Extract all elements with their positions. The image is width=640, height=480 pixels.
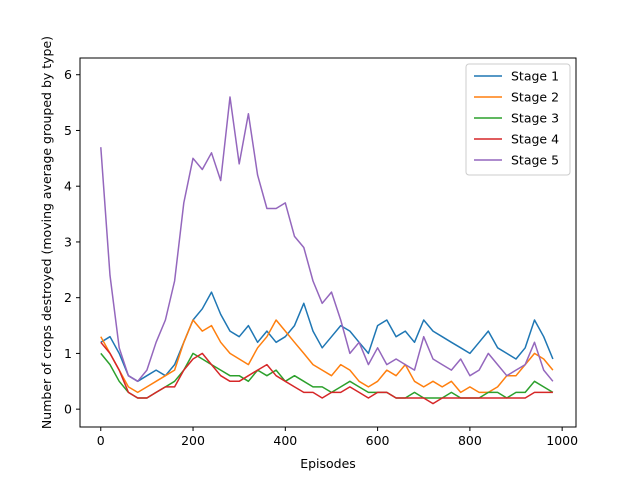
y-axis: 0 1 2 3 4 5 6 — [64, 67, 80, 417]
y-tick-label: 1 — [64, 346, 72, 361]
y-tick-label: 4 — [64, 179, 72, 194]
series-line-stage-4 — [100, 341, 553, 405]
x-tick-label: 400 — [273, 433, 297, 448]
x-axis: 0 200 400 600 800 1000 — [97, 427, 578, 448]
y-axis-label: Number of crops destroyed (moving averag… — [39, 36, 54, 429]
y-tick-label: 5 — [64, 123, 72, 138]
legend-label: Stage 1 — [511, 69, 559, 84]
y-tick-label: 0 — [64, 402, 72, 417]
plot-frame — [79, 57, 577, 428]
legend-label: Stage 4 — [511, 132, 559, 147]
legend-label: Stage 3 — [511, 111, 559, 126]
series-line-stage-5 — [100, 96, 554, 383]
x-tick-label: 1000 — [546, 433, 578, 448]
x-axis-label: Episodes — [300, 456, 356, 471]
legend-label: Stage 5 — [511, 153, 559, 168]
series-line-stage-1 — [100, 291, 554, 383]
x-tick-label: 600 — [366, 433, 390, 448]
series-line-stage-2 — [100, 319, 554, 394]
legend: Stage 1 Stage 2 Stage 3 Stage 4 Stage 5 — [465, 63, 571, 176]
y-tick-label: 2 — [64, 290, 72, 305]
legend-label: Stage 2 — [511, 90, 559, 105]
legend-box — [465, 63, 571, 176]
x-tick-label: 0 — [97, 433, 105, 448]
y-tick-label: 6 — [64, 67, 72, 82]
x-tick-label: 200 — [181, 433, 205, 448]
x-tick-label: 800 — [458, 433, 482, 448]
plot-lines — [100, 96, 554, 405]
y-tick-label: 3 — [64, 234, 72, 249]
